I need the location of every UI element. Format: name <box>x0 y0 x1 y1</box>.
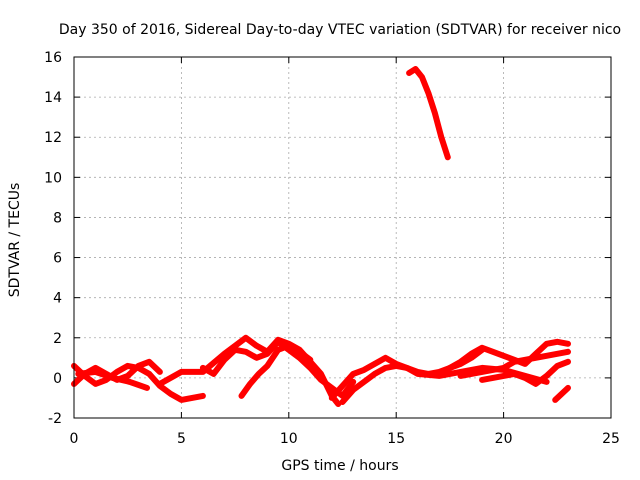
series-sat-f <box>238 342 314 399</box>
y-tick-label: -2 <box>48 411 62 427</box>
y-tick-label: 6 <box>53 251 62 267</box>
series-sat-k <box>479 358 571 387</box>
series-sat-i <box>436 338 571 377</box>
series-sat-j <box>457 348 571 379</box>
x-tick-label: 10 <box>280 431 298 447</box>
y-tick-label: 16 <box>44 50 62 66</box>
x-tick-label: 15 <box>387 431 405 447</box>
y-tick-label: 10 <box>44 170 62 186</box>
y-tick-label: 12 <box>44 130 62 146</box>
y-tick-label: 8 <box>53 210 62 226</box>
series-sat-l <box>552 384 571 403</box>
series-sat-c <box>75 368 150 391</box>
series-sat-e <box>199 338 357 399</box>
plot-frame <box>73 56 612 419</box>
chart-title: Day 350 of 2016, Sidereal Day-to-day VTE… <box>59 22 621 38</box>
data-series <box>71 66 571 407</box>
y-tick-label: 14 <box>44 90 62 106</box>
axis-ticks: 0 5 10 15 20 25 -2 0 2 4 6 8 10 12 14 16 <box>44 50 620 447</box>
y-tick-label: 4 <box>53 291 62 307</box>
x-tick-label: 20 <box>495 431 513 447</box>
x-tick-label: 25 <box>602 431 620 447</box>
y-tick-label: 0 <box>53 371 62 387</box>
y-tick-label: 2 <box>53 331 62 347</box>
x-axis-label: GPS time / hours <box>281 458 398 474</box>
x-tick-label: 0 <box>70 431 79 447</box>
x-tick-label: 5 <box>177 431 186 447</box>
y-axis-label: SDTVAR / TECUs <box>7 183 23 298</box>
series-sat-m <box>406 66 451 161</box>
